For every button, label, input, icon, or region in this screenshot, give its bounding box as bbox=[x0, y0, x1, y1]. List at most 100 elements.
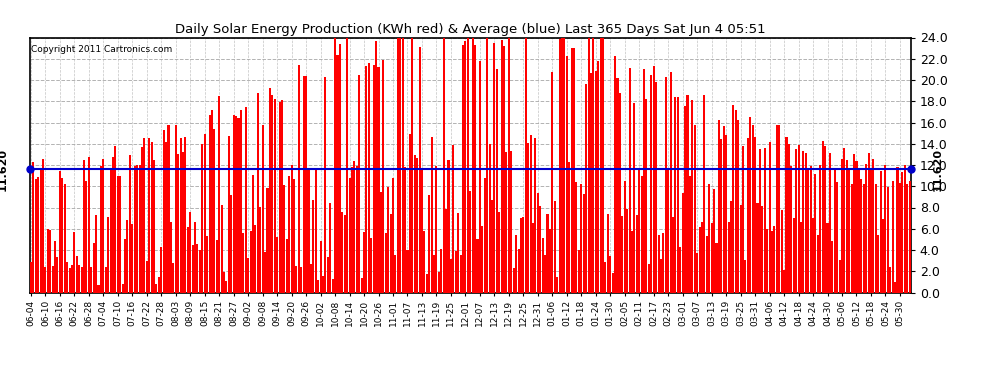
Bar bbox=[530, 135, 532, 292]
Bar bbox=[751, 126, 753, 292]
Bar bbox=[56, 257, 58, 292]
Bar bbox=[394, 255, 396, 292]
Bar bbox=[332, 279, 334, 292]
Bar bbox=[249, 231, 251, 292]
Bar bbox=[783, 270, 785, 292]
Bar bbox=[909, 181, 911, 292]
Bar bbox=[701, 222, 703, 292]
Bar bbox=[776, 124, 778, 292]
Bar bbox=[283, 185, 285, 292]
Bar bbox=[245, 107, 247, 292]
Bar bbox=[346, 38, 348, 292]
Bar bbox=[424, 231, 426, 292]
Bar bbox=[404, 167, 406, 292]
Bar bbox=[139, 165, 141, 292]
Bar bbox=[223, 272, 225, 292]
Bar bbox=[578, 249, 580, 292]
Bar bbox=[254, 225, 256, 292]
Bar bbox=[691, 100, 693, 292]
Bar bbox=[706, 236, 708, 292]
Bar bbox=[647, 264, 649, 292]
Bar bbox=[587, 38, 590, 292]
Bar bbox=[93, 243, 95, 292]
Bar bbox=[238, 118, 240, 292]
Bar bbox=[141, 147, 143, 292]
Bar bbox=[226, 281, 228, 292]
Bar bbox=[136, 165, 139, 292]
Bar bbox=[612, 273, 614, 292]
Bar bbox=[392, 178, 394, 292]
Bar bbox=[411, 38, 414, 292]
Bar bbox=[293, 179, 295, 292]
Bar bbox=[281, 100, 283, 292]
Bar bbox=[273, 99, 276, 292]
Bar bbox=[664, 78, 667, 292]
Bar bbox=[160, 247, 162, 292]
Bar bbox=[546, 214, 548, 292]
Bar bbox=[40, 170, 42, 292]
Bar bbox=[493, 43, 495, 292]
Bar bbox=[592, 38, 594, 292]
Bar bbox=[837, 182, 839, 292]
Bar bbox=[66, 262, 68, 292]
Bar bbox=[231, 195, 233, 292]
Bar bbox=[510, 151, 512, 292]
Bar bbox=[798, 145, 800, 292]
Bar bbox=[904, 165, 906, 292]
Bar bbox=[266, 188, 268, 292]
Bar bbox=[303, 76, 305, 292]
Bar bbox=[696, 252, 698, 292]
Bar bbox=[906, 184, 908, 292]
Bar bbox=[802, 151, 805, 292]
Bar bbox=[218, 96, 220, 292]
Bar bbox=[172, 263, 174, 292]
Bar bbox=[380, 192, 382, 292]
Bar bbox=[845, 160, 847, 292]
Bar bbox=[488, 144, 491, 292]
Bar bbox=[622, 216, 624, 292]
Bar bbox=[617, 78, 619, 292]
Bar bbox=[716, 243, 718, 292]
Bar bbox=[641, 176, 643, 292]
Bar bbox=[703, 95, 706, 292]
Bar bbox=[259, 207, 261, 292]
Bar bbox=[127, 220, 129, 292]
Bar bbox=[88, 157, 90, 292]
Bar bbox=[47, 229, 49, 292]
Bar bbox=[298, 65, 300, 292]
Bar bbox=[843, 148, 845, 292]
Bar bbox=[834, 168, 836, 292]
Bar bbox=[300, 267, 302, 292]
Bar bbox=[558, 39, 560, 292]
Bar bbox=[144, 138, 146, 292]
Bar bbox=[457, 213, 459, 292]
Bar bbox=[73, 232, 75, 292]
Bar bbox=[556, 277, 558, 292]
Bar bbox=[105, 267, 107, 292]
Bar bbox=[882, 219, 884, 292]
Bar bbox=[595, 71, 597, 292]
Bar bbox=[83, 160, 85, 292]
Bar bbox=[899, 183, 901, 292]
Bar bbox=[132, 224, 134, 292]
Text: 11.620: 11.620 bbox=[0, 147, 8, 190]
Bar bbox=[248, 258, 249, 292]
Bar bbox=[713, 189, 715, 292]
Bar bbox=[800, 222, 802, 292]
Bar bbox=[467, 38, 469, 292]
Bar bbox=[812, 218, 814, 292]
Bar bbox=[761, 206, 763, 292]
Bar bbox=[730, 201, 732, 292]
Bar bbox=[580, 184, 582, 292]
Bar bbox=[602, 38, 604, 292]
Bar bbox=[35, 179, 37, 292]
Bar bbox=[312, 200, 315, 292]
Bar bbox=[187, 227, 189, 292]
Bar bbox=[657, 235, 659, 292]
Bar bbox=[841, 159, 843, 292]
Title: Daily Solar Energy Production (KWh red) & Average (blue) Last 365 Days Sat Jun 4: Daily Solar Energy Production (KWh red) … bbox=[175, 23, 765, 36]
Bar bbox=[363, 232, 365, 292]
Bar bbox=[76, 256, 78, 292]
Bar bbox=[634, 103, 636, 292]
Bar bbox=[771, 231, 773, 292]
